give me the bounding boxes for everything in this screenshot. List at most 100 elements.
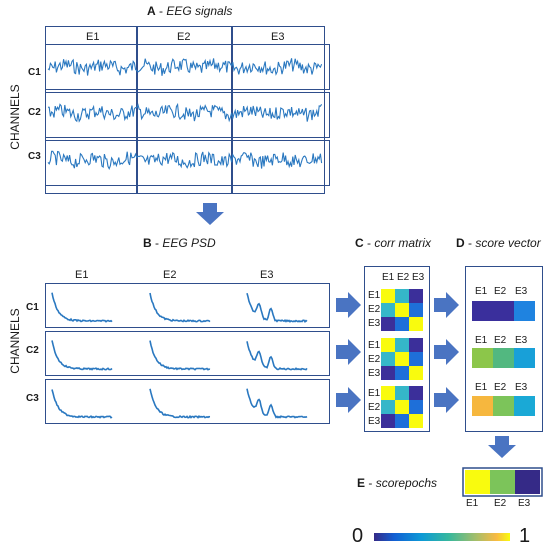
panel-a-epoch-label-2: E2 [177,31,191,43]
corr3-cell-1-1 [381,386,395,400]
score2-label-2: E2 [494,335,507,346]
colorbar-max-label: 1 [519,525,531,547]
corr3-row-label-3: E3 [368,416,381,427]
score1-cell-1 [472,301,493,321]
eeg-trace-c1 [47,58,323,76]
score3-cell-1 [472,396,493,416]
panel-d-name: score vector [475,236,541,250]
corr-col-label-2: E2 [397,272,410,283]
corr2-cell-3-1 [381,366,395,380]
corr2-cell-1-2 [395,338,409,352]
panel-a-channel-3-frame [45,140,330,186]
psd-curve-c3-e1 [51,389,113,419]
corr2-row-label-2: E2 [368,354,381,365]
corr2-cell-3-2 [395,366,409,380]
corr3-cell-3-2 [395,414,409,428]
panel-a-channel-1-frame [45,44,330,90]
score3-label-3: E3 [515,382,528,393]
corr1-row-label-3: E3 [368,318,381,329]
score1-label-1: E1 [475,286,488,297]
panel-b-title: B - EEG PSD [143,236,216,250]
scorepochs-label-3: E3 [518,498,531,509]
panel-c-letter: C [355,236,364,250]
corr1-cell-1-2 [395,289,409,303]
panel-a-epoch-label-3: E3 [271,31,285,43]
scorepochs-cell-1 [465,470,490,494]
corr1-cell-2-2 [395,303,409,317]
corr3-cell-3-1 [381,414,395,428]
scorepochs-cell-3 [515,470,540,494]
corr-col-label-1: E1 [382,272,395,283]
eeg-trace-c3 [47,150,323,171]
arrow-c-to-d-3 [434,387,459,413]
corr2-cell-2-2 [395,352,409,366]
panel-b-epoch-label-3: E3 [260,269,274,281]
score2-label-3: E3 [515,335,528,346]
score1-label-2: E2 [494,286,507,297]
colorbar [374,533,510,541]
corr2-cell-2-3 [409,352,423,366]
corr1-cell-1-3 [409,289,423,303]
corr1-cell-2-3 [409,303,423,317]
panel-b-epoch-label-1: E1 [75,269,89,281]
panel-a-epoch-label-1: E1 [86,31,100,43]
arrow-c-to-d-2 [434,339,459,365]
score2-label-1: E1 [475,335,488,346]
panel-b-letter: B [143,236,152,250]
corr3-cell-3-3 [409,414,423,428]
arrow-c-to-d-1 [434,292,459,318]
corr1-cell-1-1 [381,289,395,303]
psd-curve-c1-e1 [51,292,113,323]
corr1-cell-2-1 [381,303,395,317]
score3-cell-3 [514,396,535,416]
panel-c-title: C - corr matrix [355,236,432,250]
score3-label-1: E1 [475,382,488,393]
corr3-row-label-2: E2 [368,402,381,413]
arrow-b-to-c-2 [336,339,361,365]
corr3-cell-1-2 [395,386,409,400]
scorepochs-label-2: E2 [494,498,507,509]
panel-b-channel-label-2: C2 [26,345,39,356]
panel-b-channel-3-frame [45,379,330,424]
corr3-cell-2-3 [409,400,423,414]
corr2-row-label-1: E1 [368,340,381,351]
arrow-a-to-b [196,203,224,225]
corr1-row-label-1: E1 [368,290,381,301]
corr3-row-label-1: E1 [368,388,381,399]
corr3-cell-1-3 [409,386,423,400]
corr2-cell-2-1 [381,352,395,366]
panel-d-title: D - score vector [456,236,541,250]
panel-a-title: A - EEG signals [147,4,233,18]
panel-c-frame [364,266,430,432]
psd-curve-c1-e2 [149,292,211,323]
panel-b-name: EEG PSD [162,236,216,250]
corr1-row-label-2: E2 [368,304,381,315]
corr2-cell-3-3 [409,366,423,380]
panel-d-frame [465,266,543,432]
panel-a-letter: A [147,4,156,18]
psd-curve-c3-e2 [149,388,211,419]
colorbar-min-label: 0 [352,525,364,547]
panel-a-epoch-2-frame [137,26,232,194]
arrow-d-to-e [488,436,516,458]
corr2-cell-1-3 [409,338,423,352]
corr1-cell-3-3 [409,317,423,331]
scorepochs-frame [462,467,543,497]
panel-b-channel-label-3: C3 [26,393,39,404]
corr2-cell-1-1 [381,338,395,352]
panel-e-name: scorepochs [375,476,438,490]
panel-a-channel-2-frame [45,92,330,138]
psd-curve-c2-e3 [246,341,308,371]
panel-a-channel-label-3: C3 [28,151,41,162]
psd-curve-c3-e3 [246,388,308,419]
score2-cell-2 [493,348,514,368]
panel-b-channel-1-frame [45,283,330,328]
score1-cell-3 [514,301,535,321]
panel-b-channel-label-1: C1 [26,302,39,313]
arrow-b-to-c-1 [336,292,361,318]
corr1-cell-3-2 [395,317,409,331]
panel-b-epoch-label-2: E2 [163,269,177,281]
panel-e-letter: E [357,476,366,490]
panel-d-letter: D [456,236,465,250]
arrow-b-to-c-3 [336,387,361,413]
